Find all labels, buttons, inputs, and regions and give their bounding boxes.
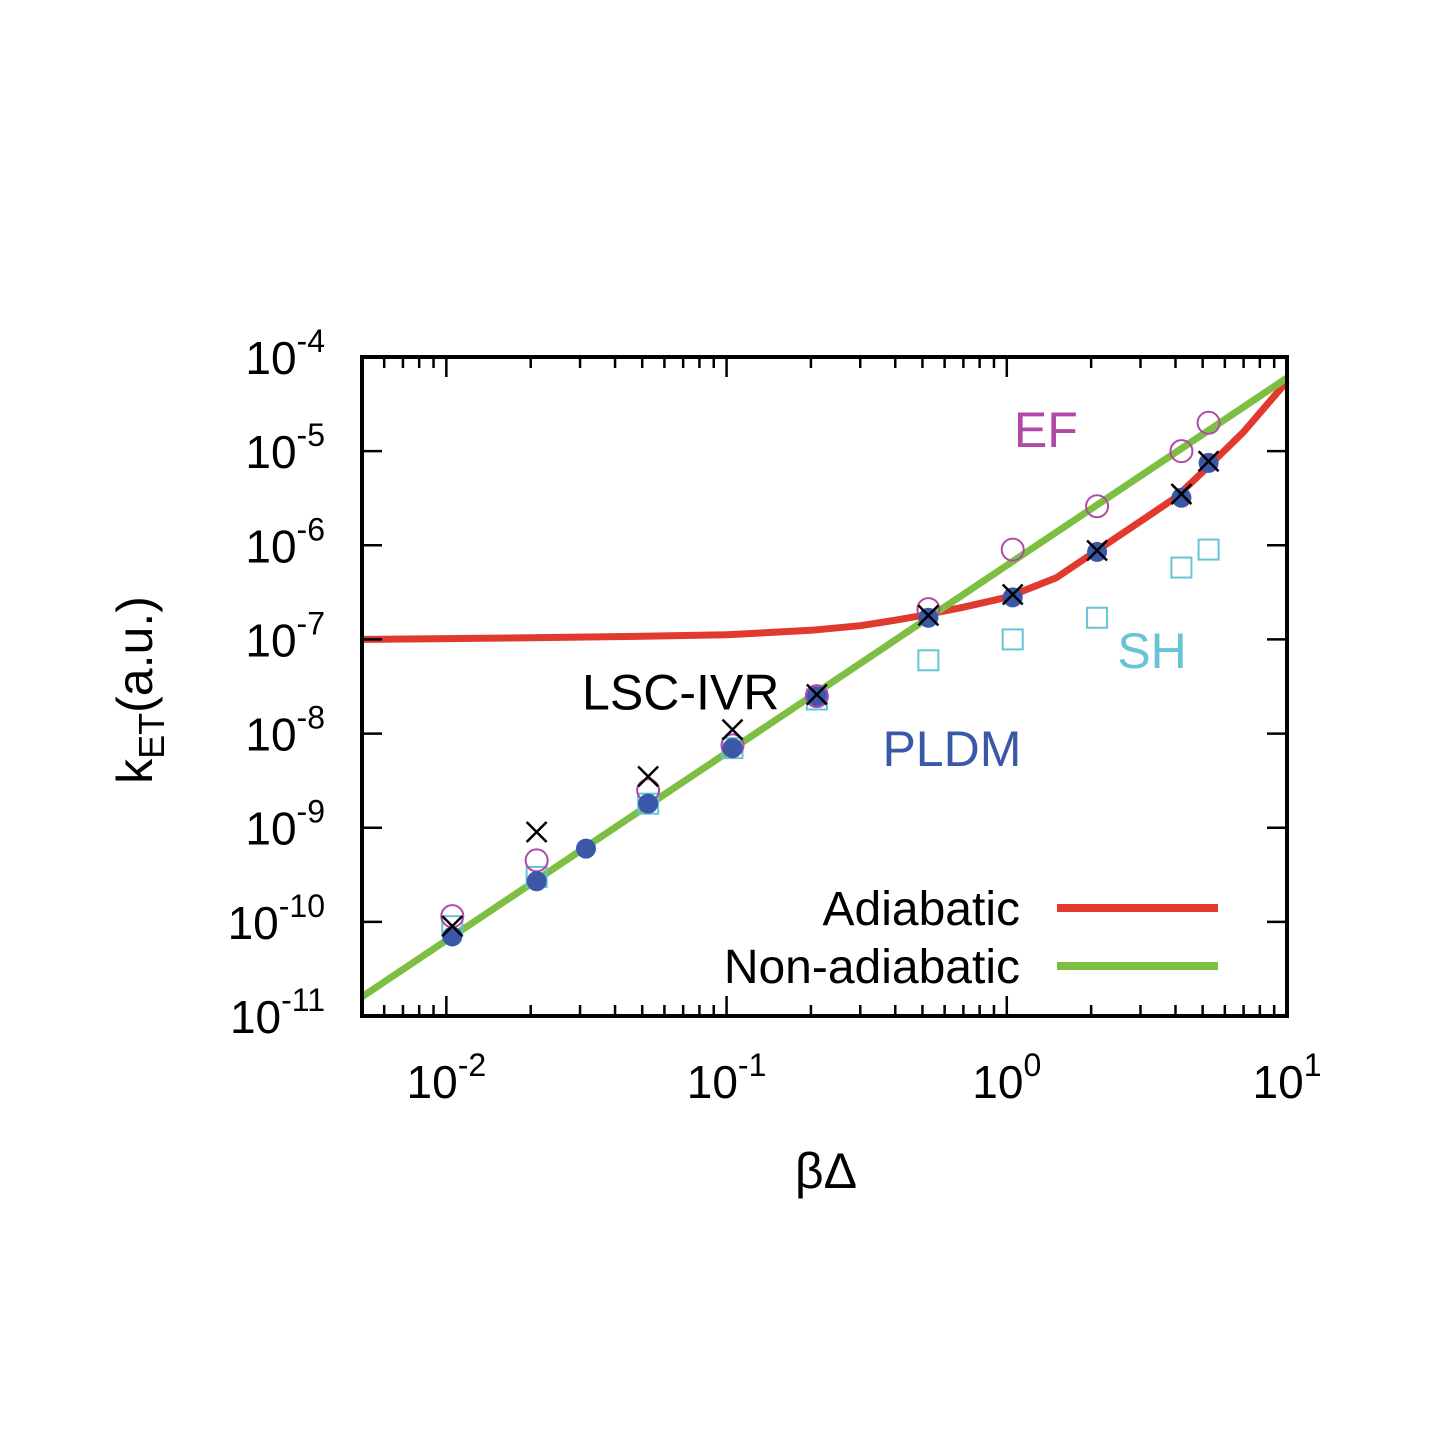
data-point-ef bbox=[1169, 439, 1194, 464]
y-axis-title-tail: (a.u.) bbox=[107, 596, 163, 713]
y-axis-title-sub: ET bbox=[131, 713, 172, 759]
data-point-ef bbox=[1085, 494, 1110, 519]
data-point-ef bbox=[804, 684, 829, 709]
x-tick-label: 10-1 bbox=[687, 1047, 767, 1108]
plot-border bbox=[360, 355, 1289, 1018]
y-tick-label-exponent: -9 bbox=[297, 794, 325, 830]
y-tick-label: 10-7 bbox=[245, 605, 325, 666]
y-tick-label-base: 10 bbox=[245, 520, 296, 572]
data-point-lsc-ivr bbox=[721, 718, 744, 741]
y-tick-label: 10-10 bbox=[228, 888, 325, 949]
x-axis: 10-2 10-1 100 101 bbox=[360, 357, 1322, 1108]
x-tick-label: 10-2 bbox=[407, 1047, 487, 1108]
y-tick-label-base: 10 bbox=[245, 614, 296, 666]
x-tick-label: 100 bbox=[972, 1047, 1041, 1108]
data-point-ef bbox=[1196, 410, 1221, 435]
data-point-lsc-ivr bbox=[805, 683, 828, 706]
y-tick-label-base: 10 bbox=[245, 803, 296, 855]
y-tick-label-exponent: -8 bbox=[297, 700, 325, 736]
data-point-sh bbox=[917, 649, 940, 672]
data-point-pldm bbox=[722, 738, 743, 759]
y-tick-label-base: 10 bbox=[245, 709, 296, 761]
y-tick-label-exponent: -6 bbox=[297, 511, 325, 547]
data-point-sh bbox=[1001, 628, 1024, 651]
annotation-lsc-ivr: LSC-IVR bbox=[582, 665, 779, 721]
plot-frame bbox=[360, 355, 1289, 1018]
data-point-lsc-ivr bbox=[441, 915, 464, 938]
y-axis-title-main: k bbox=[107, 758, 163, 784]
data-point-pldm bbox=[918, 607, 939, 628]
data-point-pldm bbox=[638, 793, 659, 814]
legend-label-adiabatic: Adiabatic bbox=[823, 883, 1020, 936]
y-tick-label: 10-5 bbox=[245, 417, 325, 478]
annotation-pldm: PLDM bbox=[882, 721, 1021, 777]
data-point-lsc-ivr bbox=[1197, 450, 1220, 473]
y-tick-label: 10-4 bbox=[245, 323, 325, 384]
data-point-lsc-ivr bbox=[525, 821, 548, 843]
x-tick-label-base: 10 bbox=[407, 1056, 458, 1108]
x-tick-label-base: 10 bbox=[972, 1056, 1023, 1108]
y-tick-label-exponent: -7 bbox=[297, 605, 325, 641]
y-tick-label-base: 10 bbox=[228, 897, 279, 949]
y-tick-label-base: 10 bbox=[245, 426, 296, 478]
legend-label-non-adiabatic: Non-adiabatic bbox=[724, 941, 1020, 994]
y-tick-label-exponent: -5 bbox=[297, 417, 325, 453]
data-point-pldm bbox=[442, 926, 463, 947]
data-point-pldm bbox=[1171, 487, 1192, 508]
x-tick-label-exponent: 0 bbox=[1023, 1047, 1041, 1083]
data-point-sh bbox=[1197, 538, 1220, 561]
data-point-lsc-ivr bbox=[1170, 483, 1193, 505]
data-point-ef bbox=[1000, 537, 1025, 562]
y-tick-label: 10-8 bbox=[245, 700, 325, 761]
x-tick-label-base: 10 bbox=[687, 1056, 738, 1108]
data-point-sh bbox=[1170, 556, 1193, 579]
y-tick-label-exponent: -4 bbox=[297, 323, 325, 359]
chart-points bbox=[440, 410, 1221, 947]
x-tick-label-exponent: -1 bbox=[738, 1047, 766, 1083]
x-axis-title: βΔ bbox=[795, 1143, 857, 1199]
x-tick-label-exponent: 1 bbox=[1304, 1047, 1322, 1083]
y-axis-title: kET(a.u.) bbox=[107, 596, 172, 784]
annotation-sh: SH bbox=[1117, 623, 1186, 679]
data-point-lsc-ivr bbox=[917, 604, 940, 627]
y-tick-label: 10-6 bbox=[245, 511, 325, 572]
annotation-ef: EF bbox=[1014, 402, 1078, 458]
data-point-lsc-ivr bbox=[1086, 539, 1108, 562]
x-tick-label: 101 bbox=[1253, 1047, 1322, 1108]
y-tick-label-base: 10 bbox=[230, 991, 281, 1043]
y-tick-label-base: 10 bbox=[245, 332, 296, 384]
x-tick-label-base: 10 bbox=[1253, 1056, 1304, 1108]
y-tick-label-exponent: -11 bbox=[281, 982, 325, 1018]
data-point-lsc-ivr bbox=[1001, 583, 1024, 606]
data-point-pldm bbox=[1002, 587, 1023, 608]
y-tick-label: 10-11 bbox=[230, 982, 325, 1043]
data-point-lsc-ivr bbox=[637, 765, 660, 788]
data-point-sh bbox=[1086, 606, 1109, 629]
x-tick-label-exponent: -2 bbox=[458, 1047, 486, 1083]
y-tick-label-exponent: -10 bbox=[279, 888, 325, 924]
data-point-pldm bbox=[575, 838, 596, 859]
annotations: EF SH LSC-IVR PLDM bbox=[582, 402, 1187, 777]
y-tick-label: 10-9 bbox=[245, 794, 325, 855]
data-point-pldm bbox=[526, 871, 547, 892]
